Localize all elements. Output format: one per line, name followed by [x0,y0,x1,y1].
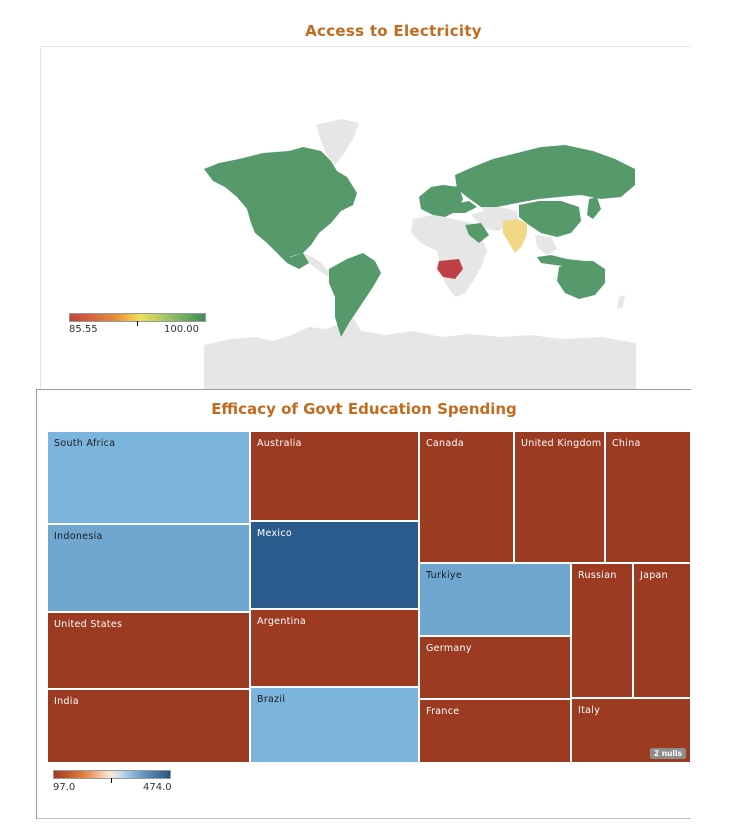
map-region-china[interactable] [519,201,581,237]
treemap-cell-label: Argentina [257,616,307,627]
treemap-cell[interactable]: South Africa [47,431,250,524]
treemap-cell[interactable]: Brazil [250,687,419,763]
map-region-south-america[interactable] [329,253,381,337]
map-region-north-america[interactable] [204,147,357,257]
treemap-cell-label: United States [54,619,123,630]
map-region-mexico[interactable] [277,253,309,269]
map-region-southeast-asia[interactable] [535,235,557,255]
treemap-cell-label: Russian [578,570,617,581]
world-map[interactable] [41,47,691,389]
treemap-cell[interactable]: China [605,431,691,563]
treemap-panel: Efficacy of Govt Education Spending Sout… [36,389,691,819]
treemap-cell[interactable]: Germany [419,636,571,699]
treemap-legend-tick [111,778,112,783]
map-region-central-america[interactable] [303,253,333,277]
treemap-cell-label: India [54,696,79,707]
map-region-south-africa[interactable] [437,259,463,279]
treemap-cell[interactable]: Turkiye [419,563,571,636]
treemap-cell-label: China [612,438,641,449]
treemap-cell[interactable]: Japan [633,563,691,698]
treemap-cell-label: Canada [426,438,464,449]
treemap-cell-label: South Africa [54,438,116,449]
treemap-cell[interactable]: United Kingdom [514,431,605,563]
treemap-cell[interactable]: Russian [571,563,633,698]
world-map-panel: 85.55 100.00 [40,46,691,389]
treemap-cell[interactable]: Mexico [250,521,419,609]
treemap-cell-label: Turkiye [426,570,462,581]
map-legend-min: 85.55 [69,324,98,335]
map-region-new-zealand[interactable] [617,295,625,309]
map-region-japan[interactable] [587,197,601,219]
treemap-cell[interactable]: Canada [419,431,514,563]
treemap-cell-label: United Kingdom [521,438,602,449]
treemap-cell-label: Indonesia [54,531,103,542]
treemap-legend-min: 97.0 [53,782,76,793]
nulls-badge[interactable]: 2 nulls [649,748,686,759]
treemap-title: Efficacy of Govt Education Spending [211,400,517,418]
map-legend-max: 100.00 [164,324,199,335]
treemap-cell[interactable]: United States [47,612,250,689]
map-title: Access to Electricity [305,22,482,40]
map-legend-tick [137,321,138,326]
treemap-cell[interactable]: Italy 2 nulls [571,698,691,763]
map-region-saudi-arabia[interactable] [465,223,489,243]
map-region-antarctica[interactable] [204,315,636,389]
treemap-cell[interactable]: Australia [250,431,419,521]
treemap-cell-label: Italy [578,705,601,716]
treemap: South Africa Indonesia United States Ind… [47,431,691,763]
treemap-cell[interactable]: France [419,699,571,763]
treemap-cell-label: Australia [257,438,302,449]
map-region-africa[interactable] [411,215,487,297]
treemap-cell[interactable]: Argentina [250,609,419,687]
map-region-greenland[interactable] [316,119,359,165]
treemap-cell[interactable]: India [47,689,250,763]
treemap-color-legend [53,770,171,779]
treemap-cell-label: France [426,706,460,717]
treemap-cell-label: Japan [640,570,668,581]
treemap-cell[interactable]: Indonesia [47,524,250,612]
map-region-india[interactable] [503,219,527,253]
map-region-turkey[interactable] [451,201,477,213]
treemap-legend-max: 474.0 [143,782,172,793]
treemap-cell-label: Brazil [257,694,286,705]
map-region-russia[interactable] [455,145,635,207]
treemap-cell-label: Mexico [257,528,292,539]
treemap-cell-label: Germany [426,643,472,654]
map-region-australia[interactable] [557,261,605,299]
